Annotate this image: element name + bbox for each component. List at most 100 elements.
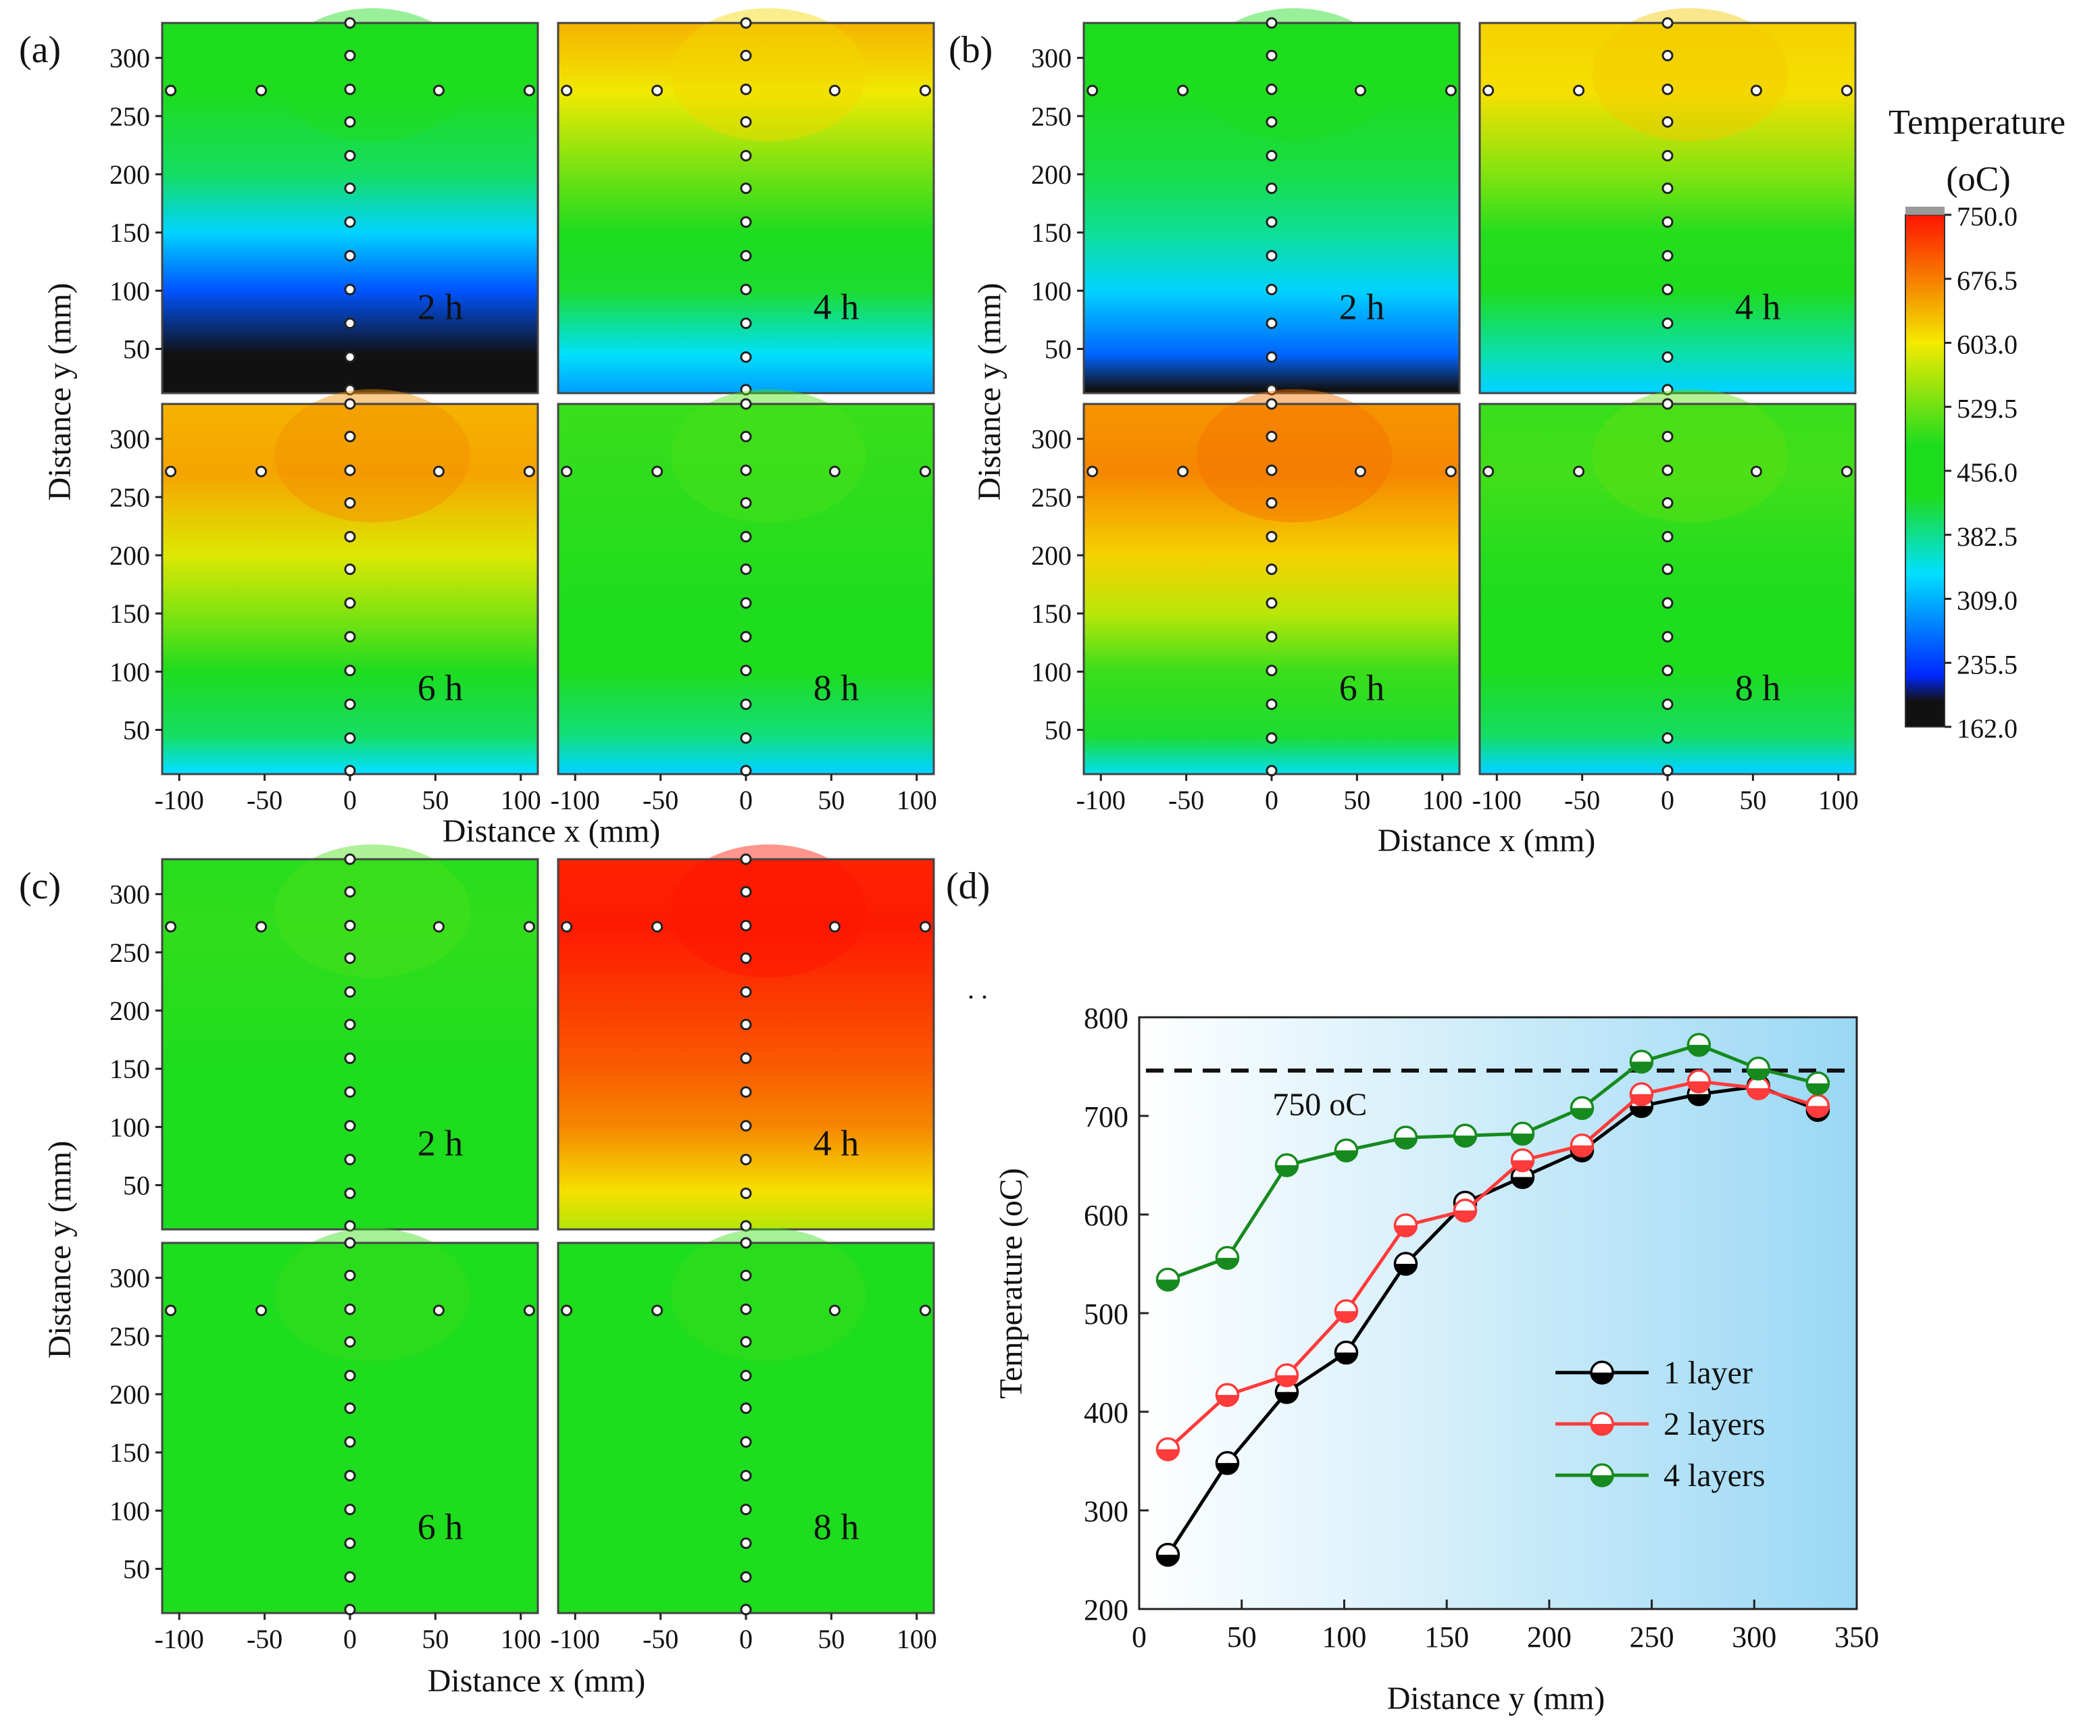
subplot-2h-a: 2 h 50 100 150 200 250 300 [109, 8, 539, 396]
heatmap-hotspot [1196, 389, 1392, 523]
panel-label-b: (b) [949, 29, 993, 71]
probe-point [740, 631, 752, 643]
probe-point [1266, 665, 1278, 677]
x-tick-label: 100 [897, 1624, 937, 1654]
subplot-6h-c: 6 h 50 100 150 200 250 300 -100 -50 0 50 100 [109, 1228, 541, 1654]
y-tick-label: 100 [109, 1496, 150, 1526]
probe-point [344, 1537, 356, 1550]
probe-point [740, 563, 752, 576]
probe-point [344, 384, 356, 396]
probe-point [740, 1504, 752, 1516]
y-tick-label: 500 [1084, 1298, 1128, 1331]
y-tick-label: 200 [1084, 1593, 1128, 1627]
probe-point [432, 1304, 445, 1317]
probe-point [740, 853, 752, 865]
probe-point [1266, 732, 1278, 744]
probe-point [1266, 284, 1278, 296]
probe-point [1661, 430, 1674, 442]
x-tick-label: 350 [1834, 1620, 1879, 1654]
probe-point [919, 1304, 931, 1317]
probe-point [1661, 351, 1674, 363]
data-point [1393, 1213, 1418, 1237]
y-tick-label: 100 [1031, 657, 1072, 687]
probe-point [165, 1304, 177, 1317]
stray-marks: . . [968, 974, 988, 1004]
data-point [1215, 1383, 1240, 1407]
colorbar-tick-label: 382.5 [1957, 521, 2018, 552]
y-tick-label: 200 [109, 540, 150, 571]
probe-point [740, 1052, 752, 1065]
subplot-4h-a: 4 h [557, 8, 935, 396]
y-tick-label: 50 [123, 715, 150, 746]
probe-point [828, 84, 841, 97]
probe-point [740, 530, 752, 542]
probe-point [740, 398, 752, 410]
x-tick-label: 0 [1132, 1620, 1147, 1654]
data-point [1155, 1542, 1180, 1567]
y-tick-label: 300 [109, 424, 150, 455]
y-tick-label: 200 [109, 996, 150, 1026]
probe-point [344, 1269, 356, 1281]
probe-point [1266, 597, 1278, 609]
probe-point [1661, 732, 1674, 744]
y-tick-label: 100 [109, 657, 150, 687]
marker-outline [1334, 1138, 1359, 1163]
data-point [1155, 1267, 1180, 1292]
y-tick-label: 250 [1031, 482, 1072, 513]
x-tick-label: 150 [1424, 1620, 1469, 1654]
probe-point [740, 182, 752, 195]
probe-point [651, 1304, 664, 1317]
probe-point [740, 430, 752, 442]
probe-point [740, 1303, 752, 1315]
subplot-6h-a: 6 h 50 100 150 200 250 300 -100 -50 0 50 100 [109, 389, 541, 815]
time-label: 6 h [418, 667, 464, 708]
probe-point [344, 496, 356, 509]
probe-point [1354, 84, 1366, 97]
y-tick-label: 200 [109, 159, 150, 190]
x-tick-label: -50 [247, 785, 282, 815]
probe-point [1266, 116, 1278, 128]
probe-point [740, 116, 752, 128]
heatmap-hotspot [274, 844, 470, 978]
data-point [1334, 1340, 1359, 1365]
y-tick-label: 100 [109, 276, 150, 306]
probe-point [740, 1402, 752, 1414]
probe-point [255, 921, 268, 933]
subplot-6h-b: 6 h 50 100 150 200 250 300 -100 -50 0 50 100 [1031, 389, 1463, 815]
probe-point [523, 1304, 535, 1317]
y-tick-label: 800 [1084, 1002, 1128, 1035]
probe-point [1266, 351, 1278, 363]
probe-point [432, 84, 445, 97]
legend-label: 2 layers [1664, 1406, 1766, 1442]
probe-point [523, 84, 535, 97]
data-point [1570, 1133, 1595, 1158]
probe-point [1661, 398, 1674, 410]
x-tick-label: 100 [501, 785, 541, 815]
time-label: 2 h [1339, 286, 1385, 327]
heatmap-hotspot [1196, 8, 1392, 142]
probe-point [651, 84, 664, 97]
time-label: 4 h [814, 286, 859, 327]
x-tick-label: 50 [422, 785, 449, 815]
probe-point [1266, 430, 1278, 442]
probe-point [561, 921, 573, 933]
time-label: 4 h [1735, 286, 1781, 327]
probe-point [344, 464, 356, 476]
probe-point [523, 921, 535, 933]
plot-area-background [1139, 1017, 1857, 1609]
x-tick-label: 100 [1818, 785, 1859, 815]
probe-point [344, 530, 356, 542]
probe-point [828, 921, 841, 933]
x-tick-label: 50 [1739, 785, 1766, 815]
legend-label: 4 layers [1664, 1458, 1766, 1494]
x-tick-label: 0 [343, 785, 357, 815]
probe-point [1661, 563, 1674, 576]
y-tick-label: 600 [1084, 1199, 1128, 1232]
probe-point [344, 216, 356, 228]
y-axis-label-a: Distance y (mm) [42, 283, 78, 501]
probe-point [1266, 698, 1278, 711]
probe-point [1661, 597, 1674, 609]
marker-outline [1274, 1363, 1299, 1387]
data-point [1274, 1363, 1299, 1387]
x-tick-label: -100 [551, 785, 600, 815]
